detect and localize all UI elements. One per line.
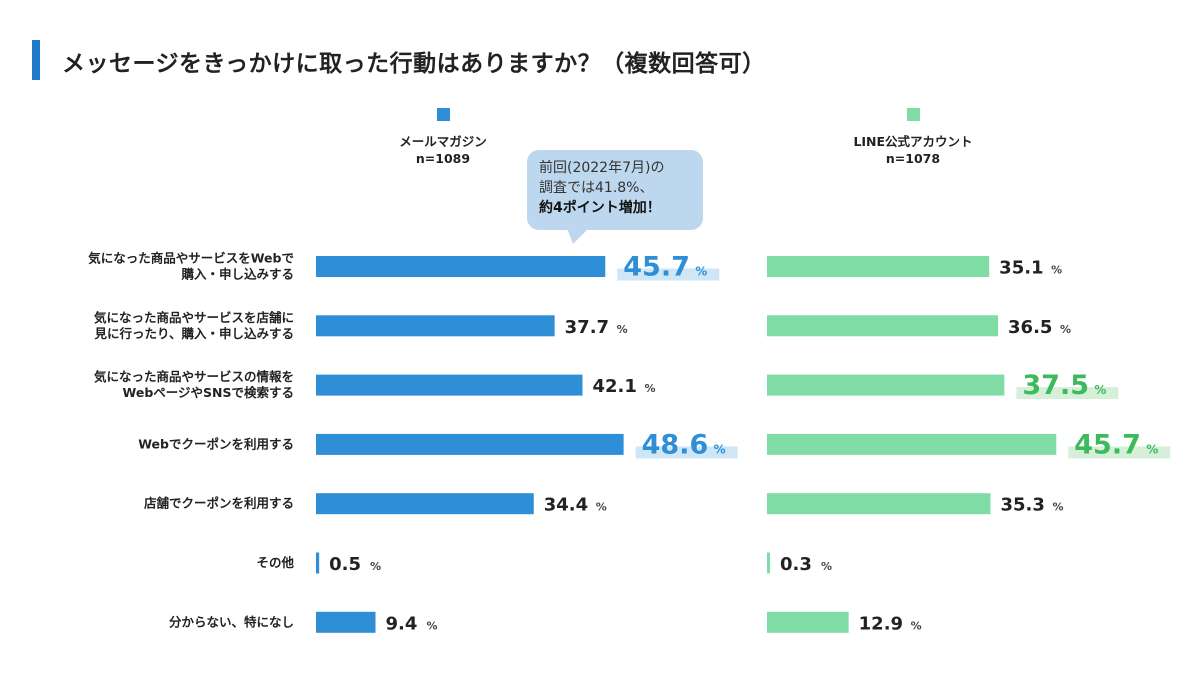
value-unit-line: % bbox=[1094, 383, 1106, 397]
value-unit-mail: % bbox=[714, 442, 726, 456]
value-label-mail: 45.7 bbox=[623, 252, 690, 283]
value-unit-line: % bbox=[1051, 264, 1062, 277]
bar-mail bbox=[316, 374, 583, 396]
category-label: 気になった商品やサービスの情報を bbox=[94, 369, 294, 384]
category-label: 気になった商品やサービスをWebで bbox=[88, 251, 294, 266]
callout-line-3: 約4ポイント増加！ bbox=[539, 200, 661, 216]
value-unit-mail: % bbox=[370, 560, 381, 573]
value-unit-line: % bbox=[1060, 323, 1071, 336]
category-label: 気になった商品やサービスを店舗に bbox=[94, 310, 294, 325]
value-unit-mail: % bbox=[617, 323, 628, 336]
value-label-line: 36.5 bbox=[1008, 317, 1052, 338]
bar-line bbox=[767, 493, 991, 515]
value-label-line: 45.7 bbox=[1074, 429, 1141, 460]
value-label-line: 35.3 bbox=[1000, 495, 1044, 516]
value-label-line: 0.3 bbox=[780, 554, 812, 575]
highlight-bg-mail bbox=[635, 446, 738, 459]
value-unit-line: % bbox=[1052, 501, 1063, 514]
series-name-mail: メールマガジン bbox=[399, 134, 487, 149]
highlight-bg-line bbox=[1016, 387, 1119, 400]
callout-line-1: 前回(2022年7月)の bbox=[539, 160, 665, 176]
title-accent-bar bbox=[32, 40, 40, 80]
bar-mail bbox=[316, 256, 606, 277]
value-label-mail: 9.4 bbox=[386, 613, 418, 634]
value-label-mail: 37.7 bbox=[565, 317, 609, 338]
bar-mail bbox=[316, 552, 320, 574]
category-label: WebページやSNSで検索する bbox=[123, 385, 295, 400]
bar-mail bbox=[316, 493, 534, 515]
series-name-line: LINE公式アカウント bbox=[853, 134, 972, 149]
value-label-mail: 48.6 bbox=[642, 429, 709, 460]
bar-line bbox=[767, 433, 1057, 455]
value-label-mail: 42.1 bbox=[592, 376, 636, 397]
bar-mail bbox=[316, 611, 376, 633]
highlight-bg-line bbox=[1068, 446, 1171, 459]
value-label-line: 37.5 bbox=[1022, 370, 1089, 401]
value-unit-mail: % bbox=[596, 501, 607, 514]
bar-line bbox=[767, 374, 1005, 396]
value-unit-mail: % bbox=[695, 265, 707, 279]
bar-mail bbox=[316, 433, 624, 455]
value-unit-line: % bbox=[911, 619, 922, 632]
value-label-mail: 0.5 bbox=[329, 554, 361, 575]
bar-mail bbox=[316, 315, 555, 337]
value-unit-line: % bbox=[821, 560, 832, 573]
value-unit-line: % bbox=[1146, 442, 1158, 456]
value-label-mail: 34.4 bbox=[544, 495, 588, 516]
category-label: 店舗でクーポンを利用する bbox=[144, 496, 294, 511]
bar-line bbox=[767, 552, 770, 574]
category-label: その他 bbox=[256, 555, 294, 570]
bar-line bbox=[767, 315, 999, 337]
highlight-bg-mail bbox=[617, 268, 720, 281]
value-label-line: 35.1 bbox=[999, 258, 1043, 279]
category-label: 購入・申し込みする bbox=[180, 267, 294, 282]
category-label: 分からない、特になし bbox=[169, 614, 294, 629]
value-unit-mail: % bbox=[427, 619, 438, 632]
legend-swatch-line bbox=[907, 108, 920, 121]
category-label: 見に行ったり、購入・申し込みする bbox=[93, 326, 294, 341]
legend-swatch-mail bbox=[437, 108, 450, 121]
callout-line-2: 調査では41.8%、 bbox=[539, 180, 654, 196]
callout-bubble: 前回(2022年7月)の 調査では41.8%、 約4ポイント増加！ bbox=[527, 150, 703, 230]
value-label-line: 12.9 bbox=[859, 613, 903, 634]
series-n-line: n=1078 bbox=[886, 151, 940, 166]
bar-line bbox=[767, 256, 990, 277]
callout-tail bbox=[567, 228, 589, 244]
chart-title: メッセージをきっかけに取った行動はありますか？（複数回答可） bbox=[62, 51, 766, 77]
value-unit-mail: % bbox=[644, 382, 655, 395]
series-n-mail: n=1089 bbox=[416, 151, 470, 166]
category-label: Webでクーポンを利用する bbox=[138, 436, 294, 451]
bar-line bbox=[767, 611, 849, 633]
